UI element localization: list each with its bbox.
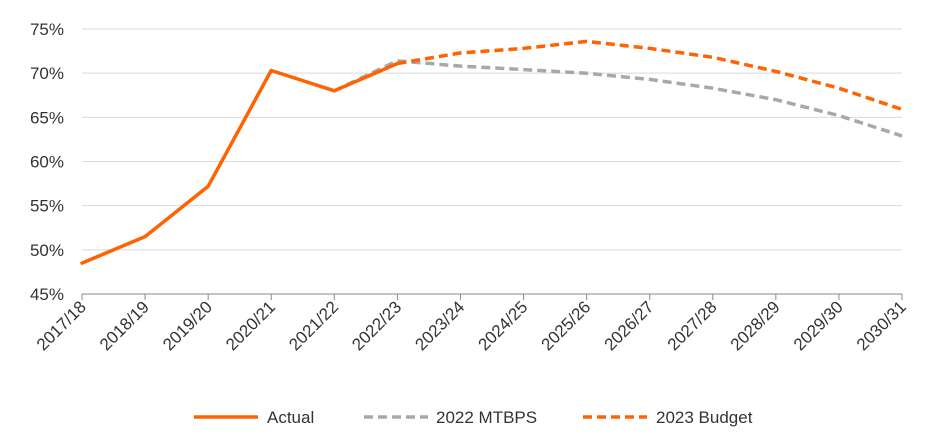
y-tick-label: 60% — [30, 153, 64, 172]
y-tick-label: 65% — [30, 108, 64, 127]
x-tick-label: 2019/20 — [159, 297, 216, 354]
x-tick-label: 2028/29 — [727, 297, 784, 354]
x-tick-label: 2022/23 — [348, 297, 405, 354]
y-tick-label: 70% — [30, 64, 64, 83]
x-tick-label: 2017/18 — [33, 297, 90, 354]
x-tick-label: 2024/25 — [474, 297, 531, 354]
legend: Actual 2022 MTBPS 2023 Budget — [194, 408, 753, 427]
x-tick-label: 2026/27 — [601, 297, 658, 354]
series-line-2023-budget — [397, 39, 903, 112]
grid-layer — [82, 28, 902, 251]
series-line-actual — [80, 61, 400, 265]
x-tick-labels: 2017/18 2018/19 2019/20 2020/21 2021/22 2022/… — [33, 297, 910, 354]
y-tick-label: 45% — [30, 285, 64, 304]
series-layer — [80, 39, 903, 265]
x-tick-label: 2027/28 — [664, 297, 721, 354]
y-tick-label: 50% — [30, 241, 64, 260]
x-tick-label: 2020/21 — [222, 297, 279, 354]
x-tick-label: 2018/19 — [96, 297, 153, 354]
x-tick-label: 2025/26 — [538, 297, 595, 354]
x-tick-label: 2021/22 — [285, 297, 342, 354]
legend-label-2023-budget: 2023 Budget — [656, 408, 753, 427]
x-tick-label: 2029/30 — [790, 297, 847, 354]
y-tick-labels: 45% 50% 55% 60% 65% 70% 75% — [30, 20, 64, 304]
axis-layer — [81, 293, 903, 300]
y-tick-label: 75% — [30, 20, 64, 39]
legend-label-actual: Actual — [267, 408, 314, 427]
x-tick-label: 2030/31 — [853, 297, 910, 354]
legend-label-2022-mtbps: 2022 MTBPS — [436, 408, 537, 427]
series-line-2022-mtbps — [333, 59, 903, 138]
y-tick-label: 55% — [30, 197, 64, 216]
x-tick-label: 2023/24 — [411, 297, 468, 354]
